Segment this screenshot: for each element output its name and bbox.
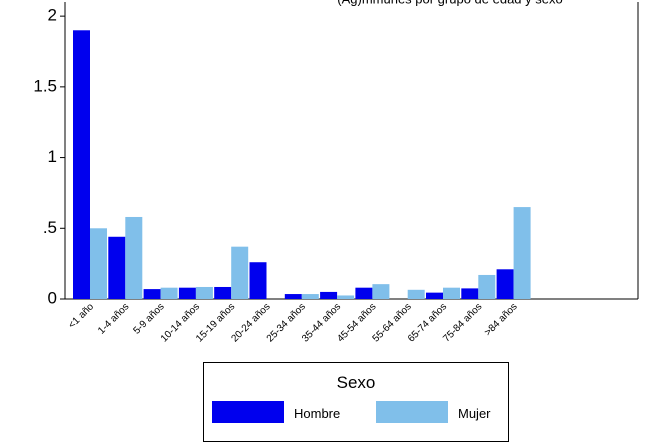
- y-tick-label: 1: [48, 147, 57, 166]
- x-tick-label: >84 años: [483, 301, 520, 338]
- bar-mujer-11: [478, 274, 496, 299]
- chart-title: (Ag)mmunes por grupo de edad y sexo: [337, 0, 562, 6]
- legend-swatch-hombre: [212, 401, 284, 423]
- bar-hombre-3: [178, 287, 196, 299]
- legend-swatch-mujer: [376, 401, 448, 423]
- bar-mujer-12: [513, 207, 531, 299]
- bar-hombre-8: [355, 287, 373, 299]
- x-tick-label: 5-9 años: [131, 301, 166, 336]
- bar-hombre-2: [143, 289, 161, 299]
- bar-mujer-3: [195, 286, 213, 299]
- bar-mujer-1: [125, 216, 143, 299]
- bar-hombre-4: [214, 286, 232, 299]
- y-tick-label: 0: [48, 288, 57, 307]
- bar-hombre-12: [496, 269, 514, 299]
- x-tick-label: <1 año: [67, 301, 97, 331]
- y-tick-label: 2: [48, 6, 57, 25]
- bar-mujer-7: [337, 295, 355, 299]
- bar-mujer-8: [372, 284, 390, 299]
- bar-mujer-2: [160, 287, 178, 299]
- bar-mujer-9: [407, 289, 425, 299]
- x-tick-label: 1-4 años: [96, 301, 131, 336]
- bar-hombre-5: [249, 262, 267, 299]
- bar-hombre-1: [108, 236, 126, 299]
- legend-title: Sexo: [336, 373, 376, 392]
- bar-mujer-4: [231, 246, 249, 299]
- bar-hombre-0: [73, 30, 90, 300]
- y-tick-label: .5: [43, 218, 57, 237]
- chart-stage: (Ag)mmunes por grupo de edad y sexo 0 .5 1…: [33, 0, 639, 442]
- chart-legend: Sexo Hombre Mujer: [203, 362, 509, 442]
- bar-hombre-6: [284, 294, 302, 299]
- bar-chart: (Ag)mmunes por grupo de edad y sexo 0 .5 1…: [33, 0, 639, 345]
- bar-hombre-10: [426, 292, 443, 299]
- bar-mujer-0: [90, 228, 107, 299]
- y-tick-label: 1.5: [33, 76, 57, 95]
- legend-label-hombre: Hombre: [294, 406, 341, 421]
- bar-mujer-6: [301, 294, 319, 299]
- bar-hombre-11: [461, 288, 479, 299]
- legend-label-mujer: Mujer: [458, 406, 491, 421]
- bar-hombre-7: [320, 291, 338, 299]
- bar-mujer-10: [443, 287, 460, 299]
